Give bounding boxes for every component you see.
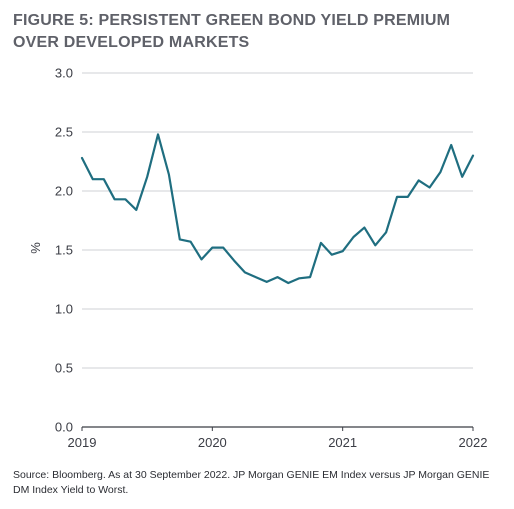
y-tick-label: 1.0 <box>55 302 73 317</box>
x-tick-label: 2021 <box>328 435 357 450</box>
y-tick-label: 2.0 <box>55 184 73 199</box>
chart-title: FIGURE 5: PERSISTENT GREEN BOND YIELD PR… <box>13 10 503 54</box>
y-tick-label: 0.0 <box>55 420 73 435</box>
y-axis-label: % <box>28 242 43 254</box>
chart-title-line-2: OVER DEVELOPED MARKETS <box>13 34 250 51</box>
series-line <box>80 133 475 285</box>
source-note: Source: Bloomberg. As at 30 September 20… <box>13 469 490 496</box>
y-tick-label: 0.5 <box>55 361 73 376</box>
x-tick-label: 2022 <box>459 435 488 450</box>
chart-title-line-1: FIGURE 5: PERSISTENT GREEN BOND YIELD PR… <box>13 12 451 29</box>
x-tick-label: 2020 <box>198 435 227 450</box>
y-tick-label: 1.5 <box>55 243 73 258</box>
y-tick-label: 3.0 <box>55 66 73 81</box>
x-tick-label: 2019 <box>68 435 97 450</box>
y-tick-label: 2.5 <box>55 125 73 140</box>
